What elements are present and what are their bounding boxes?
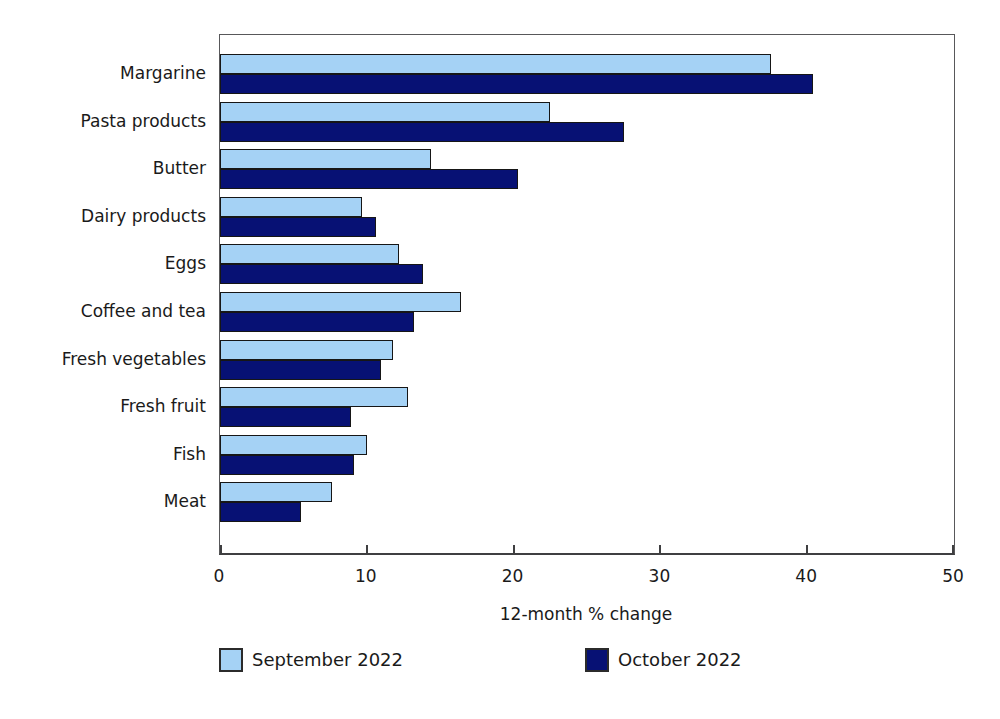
category-label-margarine: Margarine (0, 62, 206, 84)
bar-september-2022-butter (220, 149, 431, 169)
category-label-dairy-products: Dairy products (0, 205, 206, 227)
bar-october-2022-meat (220, 502, 301, 522)
x-tick-label-50: 50 (923, 566, 983, 586)
bar-september-2022-pasta-products (220, 102, 550, 122)
category-label-coffee-and-tea: Coffee and tea (0, 300, 206, 322)
category-label-fresh-fruit: Fresh fruit (0, 395, 206, 417)
bar-september-2022-eggs (220, 244, 399, 264)
bar-october-2022-margarine (220, 74, 813, 94)
grouped-bar-chart: Margarine Pasta products Butter Dairy produ… (0, 0, 1000, 719)
x-tick-20 (513, 545, 515, 553)
category-label-meat: Meat (0, 490, 206, 512)
x-tick-10 (366, 545, 368, 553)
plot-area (219, 34, 955, 555)
x-tick-label-10: 10 (336, 566, 396, 586)
bar-october-2022-butter (220, 169, 518, 189)
x-tick-label-20: 20 (483, 566, 543, 586)
x-tick-label-30: 30 (629, 566, 689, 586)
category-label-pasta-products: Pasta products (0, 110, 206, 132)
bar-october-2022-fresh-fruit (220, 407, 351, 427)
legend-label-september-2022: September 2022 (252, 648, 403, 672)
x-tick-label-0: 0 (189, 566, 249, 586)
bar-september-2022-dairy-products (220, 197, 362, 217)
bar-october-2022-coffee-and-tea (220, 312, 414, 332)
bar-october-2022-pasta-products (220, 122, 624, 142)
x-tick-40 (806, 545, 808, 553)
bar-september-2022-margarine (220, 54, 771, 74)
x-tick-label-40: 40 (776, 566, 836, 586)
category-label-eggs: Eggs (0, 252, 206, 274)
bar-september-2022-meat (220, 482, 332, 502)
category-label-butter: Butter (0, 157, 206, 179)
bar-october-2022-eggs (220, 264, 423, 284)
category-label-fresh-vegetables: Fresh vegetables (0, 348, 206, 370)
bar-october-2022-fish (220, 455, 354, 475)
bar-september-2022-fresh-fruit (220, 387, 408, 407)
bar-september-2022-fresh-vegetables (220, 340, 393, 360)
bar-september-2022-fish (220, 435, 367, 455)
legend-swatch-october-2022 (585, 648, 609, 672)
bar-october-2022-dairy-products (220, 217, 376, 237)
bar-september-2022-coffee-and-tea (220, 292, 461, 312)
legend-swatch-september-2022 (219, 648, 243, 672)
bar-october-2022-fresh-vegetables (220, 360, 381, 380)
x-tick-30 (659, 545, 661, 553)
category-label-fish: Fish (0, 443, 206, 465)
x-axis-title: 12-month % change (219, 604, 953, 624)
x-tick-50 (952, 545, 954, 553)
legend-label-october-2022: October 2022 (618, 648, 742, 672)
x-tick-0 (220, 545, 222, 553)
